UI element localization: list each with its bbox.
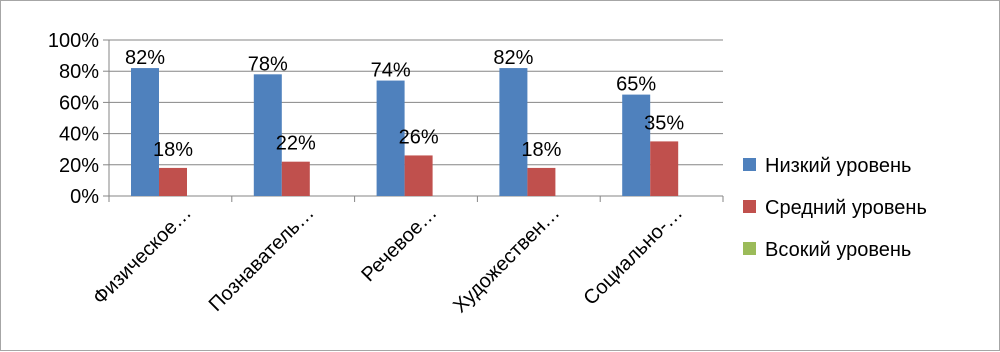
y-tick-label: 60%	[59, 92, 99, 114]
data-label: 74%	[371, 60, 411, 82]
category-label: Познаватель…	[205, 202, 319, 316]
bar-2-5	[650, 141, 679, 196]
y-tick-label: 40%	[59, 124, 99, 146]
data-label: 65%	[616, 74, 656, 96]
bar-2-1	[159, 167, 187, 196]
data-label: 78%	[248, 53, 288, 75]
category-label: Физическое…	[89, 202, 196, 309]
bar-1-2	[253, 74, 282, 196]
data-label: 22%	[276, 133, 316, 155]
y-tick-label: 20%	[59, 155, 99, 177]
bar-2-2	[281, 161, 310, 196]
category-label: Речевое…	[357, 202, 441, 286]
data-labels: 82% 78% 74% 82% 65% 18% 22% 26% 18% 35%	[125, 47, 684, 161]
legend-label: Низкий уровень	[765, 155, 911, 177]
category-labels: Физическое… Познаватель… Речевое… Художеств…	[89, 202, 687, 317]
bar-1-4	[499, 68, 528, 196]
legend-swatch	[743, 200, 756, 213]
legend-label: Всокий уровень	[765, 239, 911, 261]
bars	[131, 68, 679, 196]
category-label: Художествен…	[449, 202, 564, 317]
bar-1-5	[622, 94, 651, 196]
legend-swatch	[743, 158, 756, 171]
axes: 0% 20% 40% 60% 80% 100%	[48, 30, 724, 208]
y-tick-label: 0%	[70, 186, 99, 208]
gridlines	[109, 39, 723, 166]
data-label: 18%	[521, 139, 561, 161]
data-label: 26%	[399, 126, 439, 148]
category-label: Социально-…	[579, 202, 687, 310]
bar-2-4	[527, 167, 556, 196]
y-tick-label: 80%	[59, 61, 99, 83]
legend: Низкий уровень Средний уровень Всокий уров…	[743, 155, 927, 261]
data-label: 82%	[493, 47, 533, 69]
legend-label: Средний уровень	[765, 197, 927, 219]
data-label: 18%	[153, 139, 193, 161]
bar-1-1	[131, 68, 159, 196]
data-label: 35%	[644, 112, 684, 134]
bar-2-3	[404, 155, 433, 196]
data-label: 82%	[125, 47, 165, 69]
y-tick-label: 100%	[48, 30, 99, 52]
bar-1-3	[376, 80, 405, 196]
legend-swatch	[743, 242, 756, 255]
